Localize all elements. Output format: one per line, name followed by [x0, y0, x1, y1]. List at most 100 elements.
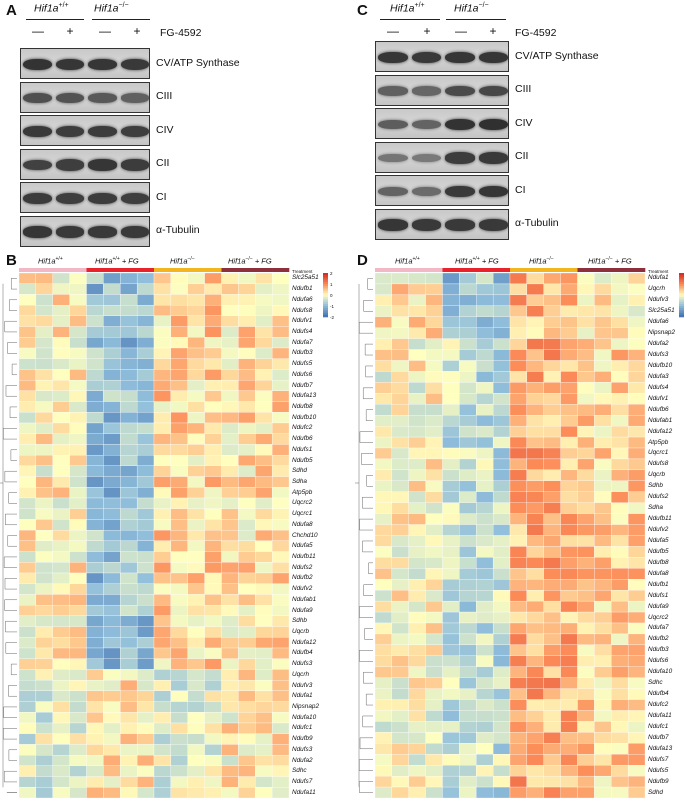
heatmap-cell: [476, 360, 494, 372]
gene-label: Ndufc2: [292, 424, 313, 432]
sign-lane-4: +: [133, 24, 141, 38]
gene-label: Ndufs6: [292, 370, 313, 378]
heatmap-cell: [492, 655, 511, 667]
heatmap-cell: [476, 513, 494, 525]
heatmap-cell: [492, 786, 511, 799]
heatmap-cell: [374, 272, 393, 285]
heatmap-cell: [425, 458, 443, 471]
heatmap-cell: [425, 765, 443, 777]
dendrogram-branch: [359, 781, 373, 793]
heatmap-cell: [594, 743, 612, 755]
heatmap-cell: [577, 743, 595, 755]
treatment-cell: [459, 268, 477, 272]
heatmap-cell: [509, 371, 528, 383]
heatmap-cell: [476, 590, 494, 602]
heatmap-cell: [543, 557, 561, 569]
heatmap-cell: [476, 502, 494, 514]
heatmap-cell: [611, 557, 629, 569]
heatmap-cell: [459, 272, 477, 285]
heatmap-cell: [391, 469, 409, 481]
heatmap-cell: [627, 447, 646, 460]
blot-band: [478, 219, 508, 231]
gene-label: Sdhd: [648, 788, 663, 796]
heatmap-cell: [374, 655, 393, 667]
heatmap-cell: [492, 316, 511, 328]
heatmap-cell: [476, 743, 494, 755]
heatmap-cell: [425, 546, 443, 558]
heatmap-cell: [577, 447, 595, 460]
heatmap-cell: [577, 622, 595, 635]
heatmap-cell: [560, 688, 578, 700]
heatmap-cell: [476, 491, 494, 503]
heatmap-cell: [594, 710, 612, 722]
heatmap-cell: [492, 622, 511, 635]
heatmap-cell: [425, 579, 443, 591]
heatmap-cell: [543, 415, 561, 427]
heatmap-cell: [577, 666, 595, 678]
heatmap-cell: [594, 699, 612, 711]
heatmap-cell: [611, 600, 629, 613]
heatmap-cell: [560, 425, 578, 438]
heatmap-cell: [526, 699, 544, 711]
heatmap-cell: [577, 371, 595, 383]
blot-band: [411, 186, 441, 197]
heatmap-cell: [476, 415, 494, 427]
color-scale-tick: 0: [330, 293, 333, 298]
heatmap-cell: [509, 568, 528, 580]
gene-label: Ndufa3: [648, 372, 669, 380]
gene-label: Ndufa2: [292, 756, 313, 764]
heatmap-cell: [459, 655, 477, 667]
heatmap-cell: [509, 754, 528, 766]
heatmap-cell: [391, 743, 409, 755]
heatmap-cell: [526, 611, 544, 624]
blot-label: CIV: [156, 123, 174, 136]
heatmap-cell: [408, 382, 426, 394]
heatmap-cell: [526, 349, 544, 361]
heatmap-cell: [492, 404, 511, 416]
heatmap-cell: [374, 754, 393, 766]
gene-label: Ndufa5: [648, 536, 669, 544]
heatmap-cell: [526, 327, 544, 339]
heatmap-cell: [560, 754, 578, 766]
heatmap-cell: [509, 655, 528, 667]
heatmap-cell: [408, 404, 426, 416]
heatmap-cell: [442, 513, 460, 525]
heatmap-cell: [476, 469, 494, 481]
heatmap-cell: [425, 382, 443, 394]
heatmap-cell: [271, 787, 290, 799]
blot-band: [378, 86, 408, 96]
heatmap-cell: [391, 622, 409, 635]
treatment-cell: [52, 268, 70, 272]
dendrogram-branch: [4, 599, 17, 611]
blot-band: [445, 185, 475, 198]
heatmap-cell: [577, 404, 595, 416]
color-scale-tick: -1: [330, 304, 335, 309]
heatmap-cell: [577, 710, 595, 722]
heatmap-cell: [425, 480, 443, 492]
heatmap-cell: [408, 568, 426, 580]
heatmap-cell: [577, 677, 595, 689]
blot-band: [411, 51, 441, 64]
dendrogram-branch: [3, 728, 17, 740]
gene-label: Ndufs4: [292, 327, 313, 335]
heatmap-cell: [627, 644, 646, 656]
heatmap-cell: [577, 579, 595, 591]
heatmap-cell: [391, 557, 409, 569]
heatmap-cell: [627, 349, 646, 361]
heatmap-cell: [526, 283, 544, 296]
heatmap-cell: [560, 699, 578, 711]
gene-label: Atp5pb: [292, 488, 313, 496]
heatmap-cell: [560, 644, 578, 656]
heatmap-cell: [627, 710, 646, 722]
blot-label: CV/ATP Synthase: [515, 49, 599, 62]
treatment-cell: [391, 268, 410, 272]
treatment-cell: [408, 268, 426, 272]
heatmap-cell: [425, 721, 443, 733]
heatmap-cell: [374, 480, 393, 492]
heatmap-cell: [492, 436, 511, 449]
dendrogram-branch: [3, 556, 17, 568]
blot-band: [120, 226, 149, 238]
group-header-wt: Hif1a+/+: [390, 2, 425, 15]
heatmap-cell: [560, 316, 578, 328]
